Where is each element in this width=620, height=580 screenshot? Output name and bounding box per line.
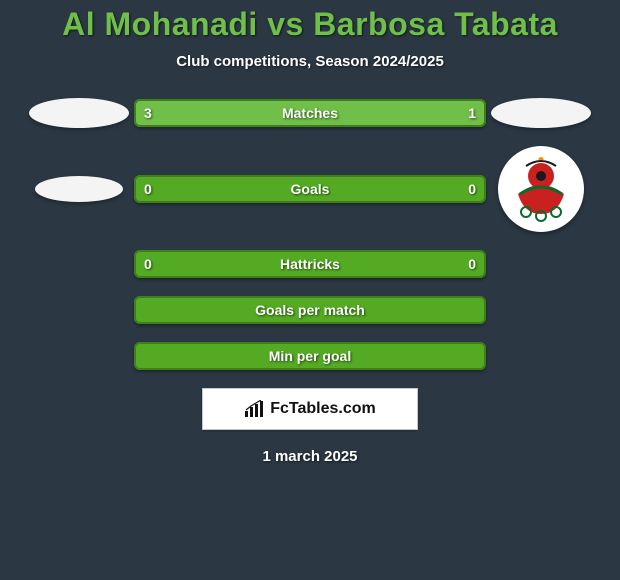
right-badge-slot	[486, 98, 596, 128]
stat-bar: 00Hattricks	[134, 250, 486, 278]
stat-label: Matches	[134, 99, 486, 127]
stat-bar: Goals per match	[134, 296, 486, 324]
stat-bar: 31Matches	[134, 99, 486, 127]
stat-row: 00Goals	[0, 146, 620, 232]
club-logo	[498, 146, 584, 232]
left-badge-slot	[24, 176, 134, 202]
stat-label: Hattricks	[134, 250, 486, 278]
stat-row: Min per goal	[0, 342, 620, 370]
stat-label: Goals	[134, 175, 486, 203]
left-badge-slot	[24, 98, 134, 128]
stat-label: Goals per match	[134, 296, 486, 324]
stat-row: 00Hattricks	[0, 250, 620, 278]
bar-chart-icon	[244, 400, 266, 418]
right-badge-slot	[486, 146, 596, 232]
date-text: 1 march 2025	[0, 448, 620, 465]
stat-bar: Min per goal	[134, 342, 486, 370]
player-badge-placeholder	[29, 98, 129, 128]
stats-list: 31Matches 00Goals 00Hattricks Goals per ma…	[0, 98, 620, 370]
stat-row: 31Matches	[0, 98, 620, 128]
stat-row: Goals per match	[0, 296, 620, 324]
player-badge-placeholder	[491, 98, 591, 128]
stat-bar: 00Goals	[134, 175, 486, 203]
page-title: Al Mohanadi vs Barbosa Tabata	[0, 6, 620, 43]
brand-box: FcTables.com	[202, 388, 418, 430]
infographic-root: Al Mohanadi vs Barbosa Tabata Club compe…	[0, 0, 620, 465]
brand-text: FcTables.com	[270, 400, 376, 418]
player-badge-placeholder	[35, 176, 123, 202]
subtitle: Club competitions, Season 2024/2025	[0, 53, 620, 70]
stat-label: Min per goal	[134, 342, 486, 370]
club-crest-icon	[506, 154, 576, 224]
